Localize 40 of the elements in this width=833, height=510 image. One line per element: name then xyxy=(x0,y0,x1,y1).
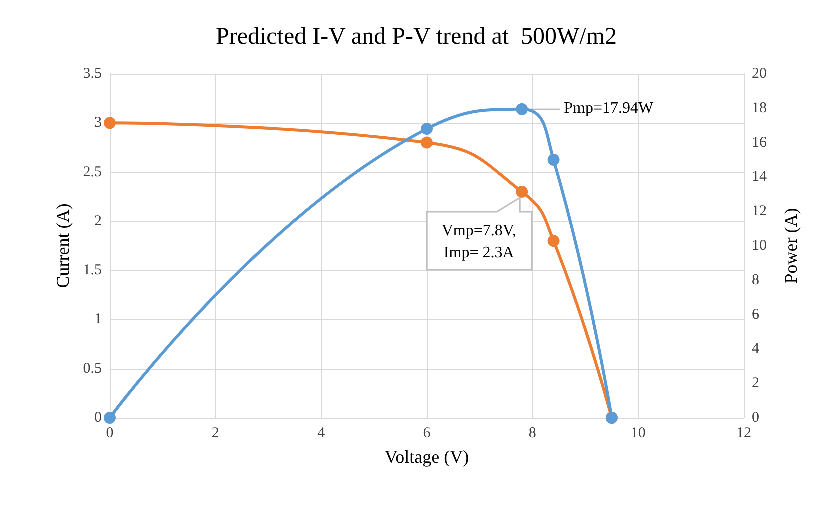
y-tick-label: 1.5 xyxy=(83,262,102,279)
y-tick-label: 0.5 xyxy=(83,360,102,377)
x-axis-title: Voltage (V) xyxy=(384,447,470,467)
y-tick-label: 2 xyxy=(94,213,102,230)
y-tick-label: 2.5 xyxy=(83,164,102,180)
y2-tick-label: 18 xyxy=(752,100,767,116)
y2-tick-label: 14 xyxy=(752,169,768,186)
point xyxy=(421,136,433,149)
annotation: Vmp=7.8V, Imp= 2.3A xyxy=(442,222,516,262)
y2-tick-label: 2 xyxy=(752,376,760,392)
y2-tick-label: 4 xyxy=(752,341,760,358)
chart-title: Predicted I-V and P-V trend at 500W/m2 xyxy=(216,24,618,50)
point xyxy=(421,123,433,136)
y2-tick-label: 8 xyxy=(752,272,760,288)
y2-axis-title: Power (A) xyxy=(781,208,801,284)
point xyxy=(548,235,560,248)
y-tick-label: 3 xyxy=(94,115,102,132)
y2-tick-label: 20 xyxy=(752,66,767,82)
y2-tick-label: 0 xyxy=(752,410,760,426)
point xyxy=(548,154,560,166)
x-tick-label: 6 xyxy=(423,426,432,442)
x-tick-label: 10 xyxy=(630,426,646,442)
y2-tick-label: 6 xyxy=(752,306,760,323)
y2-tick-label: 10 xyxy=(752,238,767,254)
annotation: Pmp=17.94W xyxy=(564,100,654,117)
x-tick-label: 12 xyxy=(736,426,752,442)
x-tick-label: 4 xyxy=(318,426,326,442)
y-tick-label: 0 xyxy=(94,410,102,426)
x-tick-label: 0 xyxy=(106,426,114,442)
y2-tick-label: 16 xyxy=(752,134,768,151)
y-tick-label: 1 xyxy=(94,312,102,328)
point xyxy=(516,186,528,198)
y2-tick-label: 12 xyxy=(752,204,767,220)
point xyxy=(516,103,528,116)
point xyxy=(104,412,116,424)
y-axis-title: Current (A) xyxy=(53,204,73,288)
x-tick-label: 2 xyxy=(212,426,220,442)
y-tick-label: 3.5 xyxy=(83,66,102,82)
x-tick-label: 8 xyxy=(528,426,536,442)
point xyxy=(104,117,116,130)
